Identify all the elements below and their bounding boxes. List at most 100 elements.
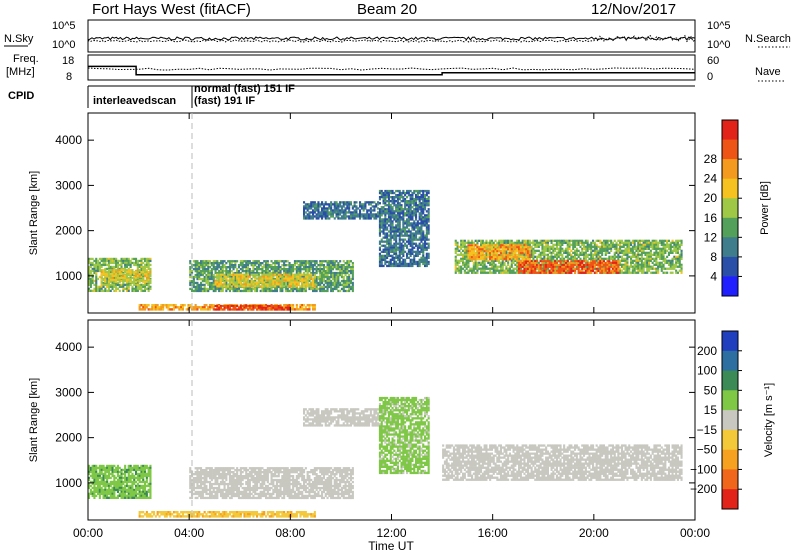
power-data-cell bbox=[115, 283, 118, 286]
power-data-cell bbox=[651, 265, 654, 268]
power-data-cell bbox=[125, 280, 128, 283]
power-data-cell bbox=[268, 266, 271, 269]
power-data-cell bbox=[584, 251, 587, 254]
power-data-cell bbox=[335, 271, 338, 275]
frequency-series bbox=[88, 65, 695, 76]
power-data-cell bbox=[413, 226, 416, 229]
power-data-cell bbox=[147, 273, 150, 276]
power-data-cell bbox=[88, 287, 91, 290]
power-data-cell bbox=[536, 257, 539, 260]
freq-tick-bottom: 8 bbox=[66, 71, 72, 83]
power-data-cell bbox=[642, 239, 645, 242]
power-data-cell bbox=[284, 287, 287, 291]
power-data-cell bbox=[230, 273, 233, 276]
power-data-cell bbox=[588, 243, 591, 246]
power-data-cell bbox=[225, 270, 228, 273]
power-data-cell bbox=[391, 212, 394, 215]
power-data-cell bbox=[234, 308, 237, 311]
power-data-cell bbox=[409, 248, 412, 251]
power-data-cell bbox=[272, 277, 275, 281]
power-data-cell bbox=[89, 279, 92, 283]
power-data-cell bbox=[581, 249, 584, 252]
power-data-cell bbox=[545, 239, 548, 242]
power-data-cell bbox=[221, 266, 224, 269]
power-data-cell bbox=[147, 304, 150, 307]
power-data-cell bbox=[416, 196, 419, 199]
power-data-cell bbox=[326, 275, 329, 279]
power-data-cell bbox=[245, 279, 248, 282]
power-data-cell bbox=[245, 260, 248, 263]
power-data-cell bbox=[648, 255, 651, 258]
power-data-cell bbox=[416, 232, 419, 235]
power-data-cell bbox=[422, 230, 425, 233]
power-data-cell bbox=[402, 220, 405, 223]
power-data-cell bbox=[413, 212, 416, 215]
power-data-cell bbox=[292, 270, 295, 273]
power-data-cell bbox=[480, 243, 483, 246]
power-data-cell bbox=[88, 271, 91, 275]
power-data-cell bbox=[214, 308, 217, 311]
power-data-cell bbox=[395, 254, 398, 257]
power-data-cell bbox=[512, 257, 515, 260]
power-data-cell bbox=[393, 230, 396, 233]
power-data-cell bbox=[265, 266, 268, 269]
power-data-cell bbox=[501, 271, 504, 274]
power-data-cell bbox=[129, 261, 132, 265]
power-data-cell bbox=[604, 241, 607, 244]
power-data-cell bbox=[599, 249, 602, 252]
power-data-cell bbox=[312, 260, 315, 263]
power-data-cell bbox=[196, 262, 199, 265]
power-data-cell bbox=[286, 277, 289, 280]
power-data-cell bbox=[131, 273, 134, 277]
power-data-cell bbox=[454, 249, 457, 252]
power-data-cell bbox=[221, 289, 224, 293]
power-data-cell bbox=[639, 245, 642, 248]
power-data-cell bbox=[337, 217, 340, 220]
power-data-cell bbox=[212, 279, 215, 283]
power-data-cell bbox=[498, 271, 501, 274]
power-data-cell bbox=[465, 241, 468, 244]
power-data-cell bbox=[274, 262, 277, 265]
power-data-cell bbox=[508, 269, 511, 272]
power-data-cell bbox=[317, 203, 320, 206]
power-data-cell bbox=[398, 230, 401, 233]
power-data-cell bbox=[322, 211, 325, 214]
power-data-cell bbox=[93, 271, 96, 275]
power-data-cell bbox=[88, 273, 91, 277]
power-data-cell bbox=[413, 228, 416, 231]
power-data-cell bbox=[480, 271, 483, 274]
power-data-cell bbox=[382, 228, 385, 231]
power-data-cell bbox=[606, 243, 609, 246]
power-data-cell bbox=[382, 191, 385, 195]
power-data-cell bbox=[200, 277, 203, 281]
power-data-cell bbox=[563, 271, 566, 274]
power-data-cell bbox=[418, 218, 421, 221]
power-data-cell bbox=[507, 263, 510, 266]
power-data-cell bbox=[409, 218, 412, 221]
power-data-cell bbox=[351, 285, 354, 289]
power-data-cell bbox=[172, 308, 175, 311]
power-data-cell bbox=[418, 244, 421, 247]
power-data-cell bbox=[319, 266, 322, 269]
power-data-cell bbox=[651, 241, 654, 244]
power-data-cell bbox=[476, 267, 479, 270]
power-data-cell bbox=[234, 304, 237, 307]
power-data-cell bbox=[125, 278, 128, 281]
power-data-cell bbox=[324, 271, 327, 275]
power-data-cell bbox=[490, 267, 493, 270]
power-data-cell bbox=[610, 249, 613, 252]
power-data-cell bbox=[138, 308, 141, 311]
power-data-cell bbox=[456, 259, 459, 262]
power-data-cell bbox=[418, 216, 421, 219]
power-data-cell bbox=[279, 271, 282, 275]
power-data-cell bbox=[303, 201, 306, 204]
power-data-cell bbox=[237, 266, 240, 269]
power-data-cell bbox=[106, 274, 109, 278]
power-data-cell bbox=[198, 273, 201, 277]
power-data-cell bbox=[198, 266, 201, 269]
power-data-cell bbox=[301, 264, 304, 267]
power-data-cell bbox=[145, 265, 148, 269]
power-data-cell bbox=[398, 236, 401, 239]
power-data-cell bbox=[203, 268, 206, 271]
power-data-cell bbox=[387, 248, 390, 251]
